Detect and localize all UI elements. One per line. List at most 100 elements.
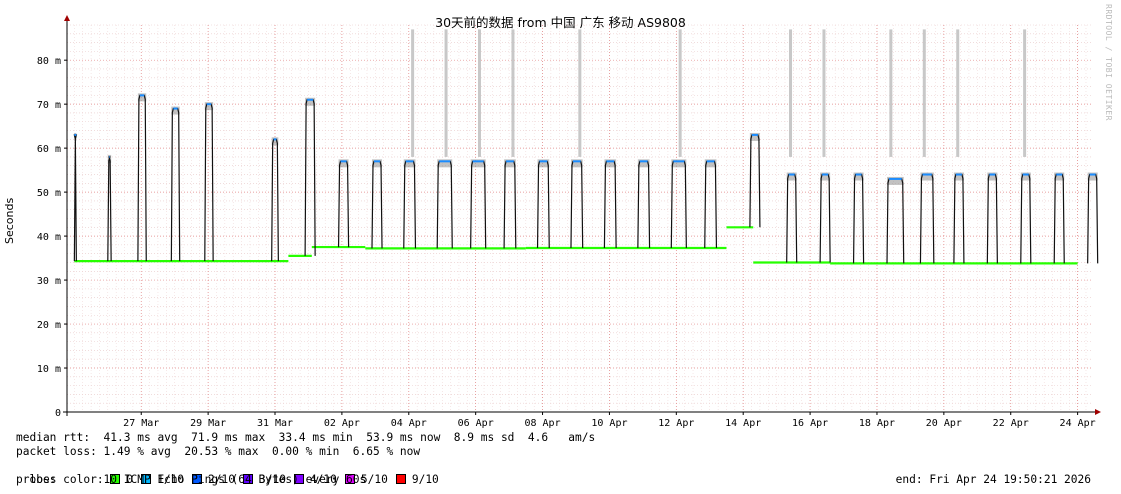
loss-color-swatch [141, 474, 152, 484]
smoke-band [470, 159, 486, 168]
loss-color-item: 9/10 [395, 473, 439, 486]
smoke-band [570, 159, 583, 168]
y-tick-label: 0 [55, 408, 61, 419]
smoke-band [437, 159, 453, 168]
smoke-band [338, 159, 349, 168]
loss-color-text: 9/10 [411, 473, 439, 486]
end-time: end: Fri Apr 24 19:50:21 2026 [895, 473, 1091, 486]
x-tick-label: 22 Apr [993, 418, 1029, 429]
y-axis-arrow [64, 15, 70, 21]
peak-outline [852, 173, 865, 264]
outage-bar [889, 29, 893, 157]
y-tick-label: 20 m [37, 320, 61, 331]
loss-color-label: loss color: [29, 473, 104, 486]
smoke-band [637, 159, 650, 168]
y-tick-label: 50 m [37, 188, 61, 199]
outage-bar [789, 29, 793, 157]
median-series [73, 94, 1099, 265]
smoke-band [820, 172, 831, 181]
y-tick-label: 60 m [37, 144, 61, 155]
loss-color-text: 5/10 [360, 473, 388, 486]
smoke-band [537, 159, 550, 168]
x-tick-label: 04 Apr [391, 418, 427, 429]
smoke-band [305, 97, 316, 106]
peak-outline [337, 160, 350, 248]
axes: 0 10 m 20 m 30 m 40 m 50 m 60 m 70 m 80 m 27 Mar 2… [37, 15, 1101, 429]
loss-color-swatch [293, 474, 304, 484]
peak-outline [886, 178, 905, 264]
outage-bar [822, 29, 826, 157]
loss-color-items: 0 1/10 2/10 3/10 4/10 5/10 9/10 [104, 473, 447, 486]
smoke-band [403, 159, 416, 168]
x-tick-label: 24 Apr [1060, 418, 1096, 429]
peak-outline [953, 173, 965, 264]
outage-bar [1023, 29, 1027, 157]
loss-color-swatch [344, 474, 355, 484]
smoke-band [1087, 172, 1098, 181]
x-tick-label: 08 Apr [524, 418, 560, 429]
y-tick-label: 30 m [37, 276, 61, 287]
smoke-band [853, 172, 864, 181]
peak-outline [819, 173, 831, 263]
smoke-band [786, 172, 797, 181]
packet-loss-line: packet loss: 1.49 % avg 20.53 % max 0.00… [16, 445, 421, 458]
x-tick-label: 10 Apr [591, 418, 627, 429]
smoke-band [920, 172, 934, 181]
chart-title: 30天前的数据 from 中国 广东 移动 AS9808 [435, 15, 686, 30]
loss-color-swatch [192, 474, 203, 484]
loss-color-item: 2/10 [192, 473, 235, 486]
smoke-band [204, 102, 214, 111]
x-tick-label: 16 Apr [792, 418, 828, 429]
y-tick-label: 80 m [37, 56, 61, 67]
x-tick-label: 31 Mar [257, 418, 293, 429]
smoke-band [671, 159, 687, 168]
loss-color-text: 3/10 [258, 473, 286, 486]
y-tick-label: 10 m [37, 364, 61, 375]
peak-outline [1087, 173, 1099, 264]
smoke-band [887, 176, 904, 185]
smoke-band [1054, 172, 1065, 181]
smoke-band [271, 137, 279, 146]
outage-bar [922, 29, 926, 157]
loss-color-text: 2/10 [208, 473, 235, 486]
smoke-band [953, 172, 964, 181]
smoke-band [987, 172, 998, 181]
peak-outline [786, 173, 798, 263]
x-tick-label: 02 Apr [324, 418, 360, 429]
peak-outline [204, 103, 214, 262]
smoke-band [604, 159, 617, 168]
x-tick-label: 06 Apr [458, 418, 494, 429]
peak-outline [1020, 173, 1032, 264]
loss-color-item: 0 [110, 473, 133, 486]
loss-color-swatch [110, 474, 121, 484]
x-tick-label: 29 Mar [190, 418, 226, 429]
smoke-band [504, 159, 516, 168]
loss-color-item: 1/10 [141, 473, 184, 486]
outage-bar [411, 29, 415, 157]
smoke-layer [74, 29, 1098, 185]
rrdtool-watermark: RRDTOOL / TOBI OETIKER [1104, 4, 1113, 121]
peak-outline [1053, 173, 1065, 264]
outage-bar [678, 29, 682, 157]
outage-bar [578, 29, 582, 157]
smoke-band [171, 106, 180, 115]
y-tick-label: 40 m [37, 232, 61, 243]
loss-color-line: loss color: 0 1/10 2/10 3/10 4/10 5/10 9/10 [16, 459, 447, 487]
peak-outline [107, 156, 112, 262]
loss-color-item: 4/10 [293, 473, 337, 486]
x-tick-label: 27 Mar [123, 418, 159, 429]
outage-bar [478, 29, 482, 157]
loss-color-swatch [242, 474, 253, 484]
smoke-band [137, 93, 147, 102]
loss-color-item: 3/10 [242, 473, 286, 486]
loss-color-text: 0 [126, 473, 134, 486]
peak-outline [170, 107, 181, 262]
smoke-band [1020, 172, 1031, 181]
loss-color-swatch [395, 474, 406, 484]
loss-color-text: 4/10 [309, 473, 337, 486]
outage-bar [511, 29, 515, 157]
x-tick-label: 20 Apr [926, 418, 962, 429]
peak-outline [986, 173, 998, 264]
x-axis-arrow [1095, 409, 1101, 415]
